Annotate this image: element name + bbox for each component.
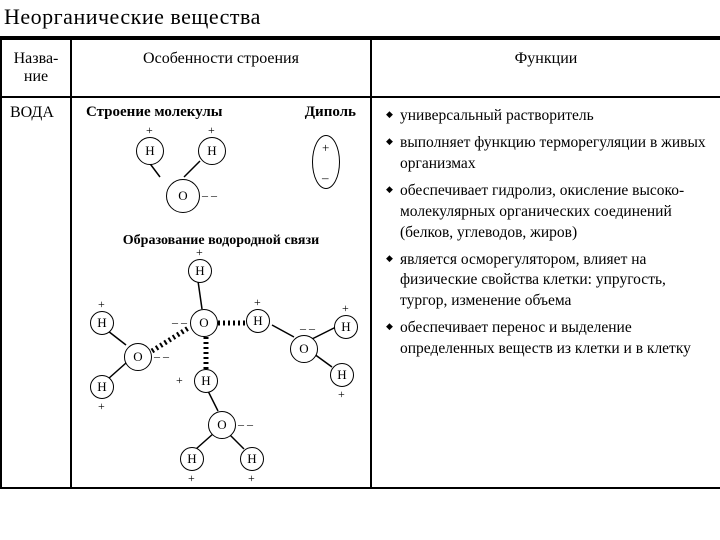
atom-h: H xyxy=(330,363,354,387)
atom-h: H xyxy=(246,309,270,333)
atom-o: O xyxy=(290,335,318,363)
atom-h: H xyxy=(240,447,264,471)
table-row: ВОДА Строение молекулы Диполь H+H+O– –+–… xyxy=(1,97,720,488)
atom-h: H xyxy=(198,137,226,165)
functions-list: универсальный растворитель выполняет функ… xyxy=(380,106,712,360)
function-item: универсальный растворитель xyxy=(386,106,708,127)
charge-label: + xyxy=(342,301,349,316)
diagram-water-molecule: H+H+O– –+– xyxy=(80,121,362,231)
charge-label: – – xyxy=(238,417,253,432)
label-hydrogen-bond: Образование водородной связи xyxy=(80,233,362,249)
diagram-hydrogen-bond: H+H+O– –H+O– –H+O– –H+H+H+O– –H+H+ xyxy=(80,251,362,481)
charge-label: + xyxy=(98,399,105,414)
inorganic-table: Назва- ние Особенности строения Функции … xyxy=(0,38,720,489)
col-header-structure: Особенности строения xyxy=(71,39,371,97)
label-dipole: Диполь xyxy=(305,104,356,121)
cell-functions: универсальный растворитель выполняет функ… xyxy=(371,97,720,488)
charge-label: – – xyxy=(300,321,315,336)
charge-label: + xyxy=(338,387,345,402)
function-item: обеспечивает гидролиз, окисление высоко-… xyxy=(386,181,708,244)
function-item: является осморегулятором, влияет на физи… xyxy=(386,250,708,313)
charge-label: + xyxy=(176,373,183,388)
col-header-name: Назва- ние xyxy=(1,39,71,97)
atom-h: H xyxy=(90,375,114,399)
col-header-functions: Функции xyxy=(371,39,720,97)
charge-label: + xyxy=(248,471,255,486)
atom-h: H xyxy=(188,259,212,283)
atom-h: H xyxy=(136,137,164,165)
atom-o: O xyxy=(208,411,236,439)
charge-label: + xyxy=(254,295,261,310)
atom-o: O xyxy=(190,309,218,337)
charge-label: + xyxy=(146,123,153,138)
function-item: обеспечивает перенос и выделение определ… xyxy=(386,318,708,360)
atom-h: H xyxy=(90,311,114,335)
atom-o: O xyxy=(166,179,200,213)
atom-h: H xyxy=(180,447,204,471)
atom-h: H xyxy=(334,315,358,339)
charge-label: + xyxy=(208,123,215,138)
atom-o: O xyxy=(124,343,152,371)
charge-label: – – xyxy=(154,349,169,364)
charge-label: – – xyxy=(202,188,217,203)
table-header-row: Назва- ние Особенности строения Функции xyxy=(1,39,720,97)
charge-label: + xyxy=(98,297,105,312)
function-item: выполняет функцию терморегуляции в живых… xyxy=(386,133,708,175)
charge-label: – – xyxy=(172,315,187,330)
charge-label: + xyxy=(196,245,203,260)
cell-structure: Строение молекулы Диполь H+H+O– –+– Обра… xyxy=(71,97,371,488)
label-molecule-structure: Строение молекулы xyxy=(86,104,222,121)
atom-h: H xyxy=(194,369,218,393)
cell-substance-name: ВОДА xyxy=(1,97,71,488)
charge-label: + xyxy=(188,471,195,486)
dipole-icon: +– xyxy=(312,135,340,189)
page-title: Неорганические вещества xyxy=(0,0,720,38)
